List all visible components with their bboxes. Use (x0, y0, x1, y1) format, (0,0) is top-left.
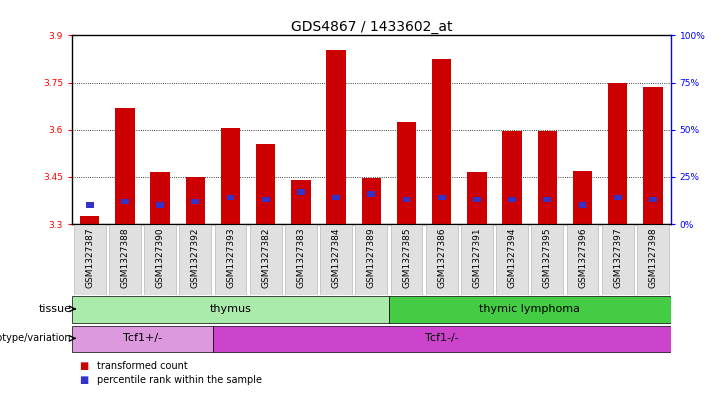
Bar (508, 196, 516, 202)
FancyBboxPatch shape (355, 224, 387, 295)
Bar (213, 326, 671, 352)
Bar (467, 172, 487, 224)
Text: thymus: thymus (210, 304, 252, 314)
FancyBboxPatch shape (320, 224, 352, 295)
Bar (86, 202, 94, 208)
Text: GSM1327383: GSM1327383 (296, 228, 306, 288)
Bar (80, 216, 99, 224)
FancyBboxPatch shape (602, 224, 634, 295)
Bar (192, 198, 199, 204)
Bar (432, 59, 451, 224)
Text: thymic lymphoma: thymic lymphoma (479, 304, 580, 314)
Bar (262, 196, 270, 202)
FancyBboxPatch shape (285, 224, 317, 295)
Text: GSM1327388: GSM1327388 (120, 228, 129, 288)
Title: GDS4867 / 1433602_at: GDS4867 / 1433602_at (291, 20, 452, 34)
Bar (614, 195, 622, 200)
Text: GSM1327385: GSM1327385 (402, 228, 411, 288)
Text: GSM1327392: GSM1327392 (191, 228, 200, 288)
FancyBboxPatch shape (250, 224, 281, 295)
Text: Tcf1-/-: Tcf1-/- (425, 333, 459, 343)
Text: GSM1327398: GSM1327398 (648, 228, 658, 288)
Text: Tcf1+/-: Tcf1+/- (123, 333, 162, 343)
FancyBboxPatch shape (461, 224, 492, 295)
Bar (579, 202, 586, 208)
Text: GSM1327386: GSM1327386 (437, 228, 446, 288)
Text: GSM1327389: GSM1327389 (367, 228, 376, 288)
Bar (544, 196, 551, 202)
FancyBboxPatch shape (531, 224, 563, 295)
Bar (226, 195, 234, 200)
Bar (291, 180, 311, 224)
Text: ■: ■ (79, 362, 89, 371)
Text: GSM1327391: GSM1327391 (472, 228, 482, 288)
Text: ■: ■ (79, 375, 89, 385)
Text: genotype/variation: genotype/variation (0, 333, 71, 343)
Bar (438, 195, 446, 200)
Bar (397, 122, 416, 224)
Bar (332, 195, 340, 200)
Bar (402, 196, 410, 202)
Text: GSM1327397: GSM1327397 (614, 228, 622, 288)
FancyBboxPatch shape (391, 224, 423, 295)
Bar (151, 172, 169, 224)
Bar (608, 83, 627, 224)
Text: tissue: tissue (38, 304, 71, 314)
Bar (72, 296, 389, 323)
Bar (643, 87, 663, 224)
Bar (573, 171, 592, 224)
Bar (221, 128, 240, 224)
Text: GSM1327393: GSM1327393 (226, 228, 235, 288)
Bar (503, 131, 522, 224)
Bar (368, 191, 375, 196)
FancyBboxPatch shape (215, 224, 247, 295)
FancyBboxPatch shape (496, 224, 528, 295)
Bar (115, 108, 135, 224)
Text: transformed count: transformed count (97, 362, 188, 371)
Bar (185, 177, 205, 224)
Bar (473, 196, 481, 202)
Text: GSM1327390: GSM1327390 (156, 228, 164, 288)
FancyBboxPatch shape (637, 224, 669, 295)
Text: GSM1327396: GSM1327396 (578, 228, 587, 288)
Bar (327, 50, 346, 224)
Bar (72, 326, 213, 352)
Bar (538, 131, 557, 224)
FancyBboxPatch shape (74, 224, 105, 295)
Text: GSM1327395: GSM1327395 (543, 228, 552, 288)
Bar (649, 196, 657, 202)
FancyBboxPatch shape (109, 224, 141, 295)
Bar (256, 144, 275, 224)
Bar (362, 178, 381, 224)
Text: percentile rank within the sample: percentile rank within the sample (97, 375, 262, 385)
Text: GSM1327394: GSM1327394 (508, 228, 517, 288)
FancyBboxPatch shape (567, 224, 598, 295)
Text: GSM1327387: GSM1327387 (85, 228, 94, 288)
Bar (389, 296, 671, 323)
FancyBboxPatch shape (144, 224, 176, 295)
Text: GSM1327382: GSM1327382 (261, 228, 270, 288)
Bar (297, 189, 305, 195)
Bar (156, 202, 164, 208)
FancyBboxPatch shape (426, 224, 458, 295)
FancyBboxPatch shape (180, 224, 211, 295)
Bar (121, 198, 129, 204)
Text: GSM1327384: GSM1327384 (332, 228, 340, 288)
